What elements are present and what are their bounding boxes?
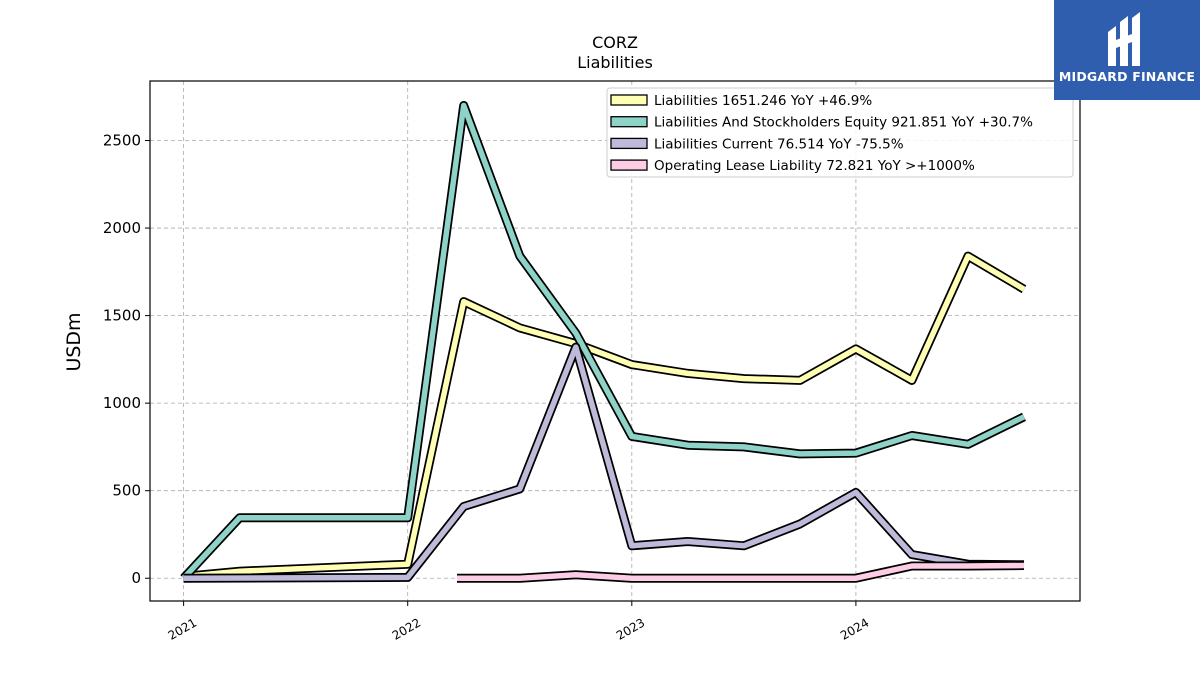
x-tick-label: 2021 (166, 615, 199, 642)
plot-frame (149, 80, 1081, 602)
brand-name: MIDGARD FINANCE (1058, 69, 1196, 84)
x-tick-label: 2023 (614, 615, 647, 642)
y-tick-label: 2000 (103, 219, 141, 237)
y-tick-label: 1500 (103, 307, 141, 325)
series-line-1 (181, 102, 1026, 581)
legend-box (606, 87, 1074, 178)
series-line-2 (183, 344, 1025, 581)
chart-subtitle: Liabilities (577, 53, 653, 72)
y-tick-label: 1000 (103, 394, 141, 412)
x-tick-label: 2024 (838, 615, 871, 642)
midgard-logo-icon (1108, 12, 1140, 66)
y-tick-label: 0 (131, 569, 141, 587)
legend-swatch (610, 94, 648, 106)
chart-title: CORZ (592, 33, 638, 52)
y-axis: 0 500 1000 1500 2000 2500 (103, 132, 150, 587)
series-line-3 (457, 562, 1025, 581)
legend-swatch (610, 137, 648, 150)
brand-logo: MIDGARD FINANCE (1054, 0, 1200, 100)
legend-label: Liabilities And Stockholders Equity 921.… (654, 115, 1033, 131)
y-tick-label: 500 (112, 482, 141, 500)
legend-swatch (610, 116, 648, 128)
legend-label: Liabilities 1651.246 YoY +46.9% (654, 93, 872, 109)
legend: Liabilities 1651.246 YoY +46.9% Liabiliti… (606, 87, 1074, 178)
y-axis-label: USDm (63, 312, 85, 371)
legend-swatch (610, 159, 648, 171)
legend-label: Operating Lease Liability 72.821 YoY >+1… (654, 158, 975, 174)
series-line-0 (183, 253, 1026, 580)
y-tick-label: 2500 (103, 132, 141, 150)
x-tick-label: 2022 (390, 615, 423, 642)
legend-label: Liabilities Current 76.514 YoY -75.5% (654, 136, 904, 152)
series-lines (180, 101, 1027, 583)
x-axis: 2021 2022 2023 2024 (166, 601, 871, 643)
series-line-outline (183, 251, 1027, 581)
